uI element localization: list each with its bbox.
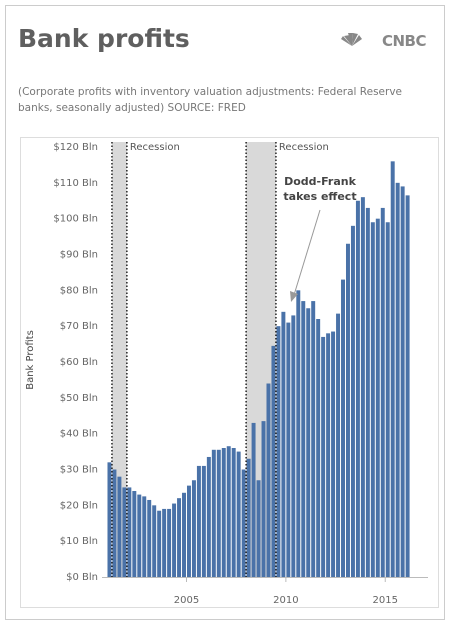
bar [167,508,172,577]
bar [231,448,236,577]
bar [246,458,251,577]
bar [127,487,132,577]
bar [331,331,336,577]
bar [261,421,266,577]
chart-frame [20,137,439,608]
bar [360,197,365,577]
bar [355,200,360,577]
bar [296,290,301,577]
chart-subtitle: (Corporate profits with inventory valuat… [18,86,402,114]
y-tick-label: $70 Bln [60,321,98,332]
bar [321,336,326,577]
y-tick-label: $40 Bln [60,429,98,440]
bar [152,505,157,577]
bar [162,508,167,577]
bar [390,161,395,578]
bar [400,186,405,577]
y-tick-label: $60 Bln [60,357,98,368]
bar [226,446,231,577]
chart-title: Bank profits [18,24,190,53]
bar [107,462,112,577]
bar [206,456,211,577]
y-tick-label: $80 Bln [60,285,98,296]
y-tick-label: $10 Bln [60,536,98,547]
bar [147,499,152,577]
y-tick-label: $100 Bln [53,214,98,225]
bar [341,279,345,577]
bar [251,422,256,577]
logo: CNBC [381,32,427,50]
bar [281,311,286,577]
y-tick-label: $50 Bln [60,393,98,404]
recession-band [246,142,276,577]
bar [196,465,201,577]
outer-border [5,5,445,620]
bar [306,308,311,577]
bar [326,333,331,577]
bar [316,319,321,577]
bar [137,494,142,577]
recession-label: Recession [130,142,180,153]
bar [177,498,182,577]
bar [375,218,380,577]
annotation: Dodd-Frank [284,175,356,188]
bar [122,487,127,577]
y-tick-label: $30 Bln [60,465,98,476]
bar [182,492,186,577]
bar [157,510,162,577]
bar [385,222,390,577]
bar [365,207,370,577]
bar [256,480,261,577]
bar [350,225,355,578]
bar [117,476,122,577]
bar [345,243,350,577]
bar [291,315,296,577]
peacock-icon [341,33,362,46]
bar [236,451,241,577]
bar [311,301,316,577]
y-tick-label: $110 Bln [53,178,98,189]
x-tick-label: 2015 [373,595,398,606]
bar [336,313,341,577]
bar [112,469,117,577]
bar [395,182,400,578]
annotation: takes effect [283,190,356,203]
bar [241,469,246,577]
bar [286,322,291,577]
y-tick-label: $20 Bln [60,500,98,511]
plot-area [107,142,410,578]
bar [186,485,191,577]
bar [221,448,226,577]
bar [201,465,206,577]
bar [405,195,410,577]
y-tick-label: $120 Bln [53,142,98,153]
bar [211,449,216,577]
bar [172,503,177,577]
bar [370,222,375,577]
x-tick-label: 2005 [174,595,199,606]
bar [266,383,271,577]
bar [191,480,196,577]
bar [271,345,276,577]
bar [142,496,147,577]
bar [276,326,281,577]
recession-label: Recession [279,142,329,153]
bar [216,449,221,577]
bar [301,301,306,577]
y-tick-label: $0 Bln [66,572,98,583]
y-axis-title: Bank Profits [25,330,36,390]
x-tick-label: 2010 [273,595,298,606]
y-tick-label: $90 Bln [60,250,98,261]
recession-band [111,142,127,577]
bar [380,207,385,577]
annotation-arrow [290,209,321,302]
bar [132,491,137,577]
